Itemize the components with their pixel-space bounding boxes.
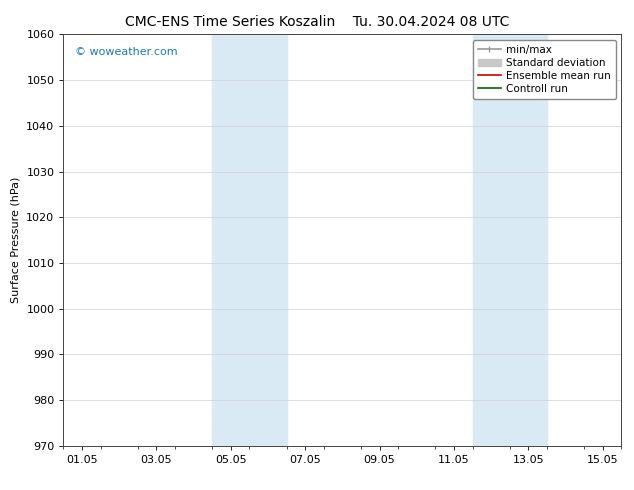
Text: CMC-ENS Time Series Koszalin    Tu. 30.04.2024 08 UTC: CMC-ENS Time Series Koszalin Tu. 30.04.2… [125,15,509,29]
Bar [212,34,287,446]
Y-axis label: Surface Pressure (hPa): Surface Pressure (hPa) [11,177,21,303]
Text: © woweather.com: © woweather.com [75,47,177,57]
Legend: min/max, Standard deviation, Ensemble mean run, Controll run: min/max, Standard deviation, Ensemble me… [473,40,616,99]
Bar [472,34,547,446]
